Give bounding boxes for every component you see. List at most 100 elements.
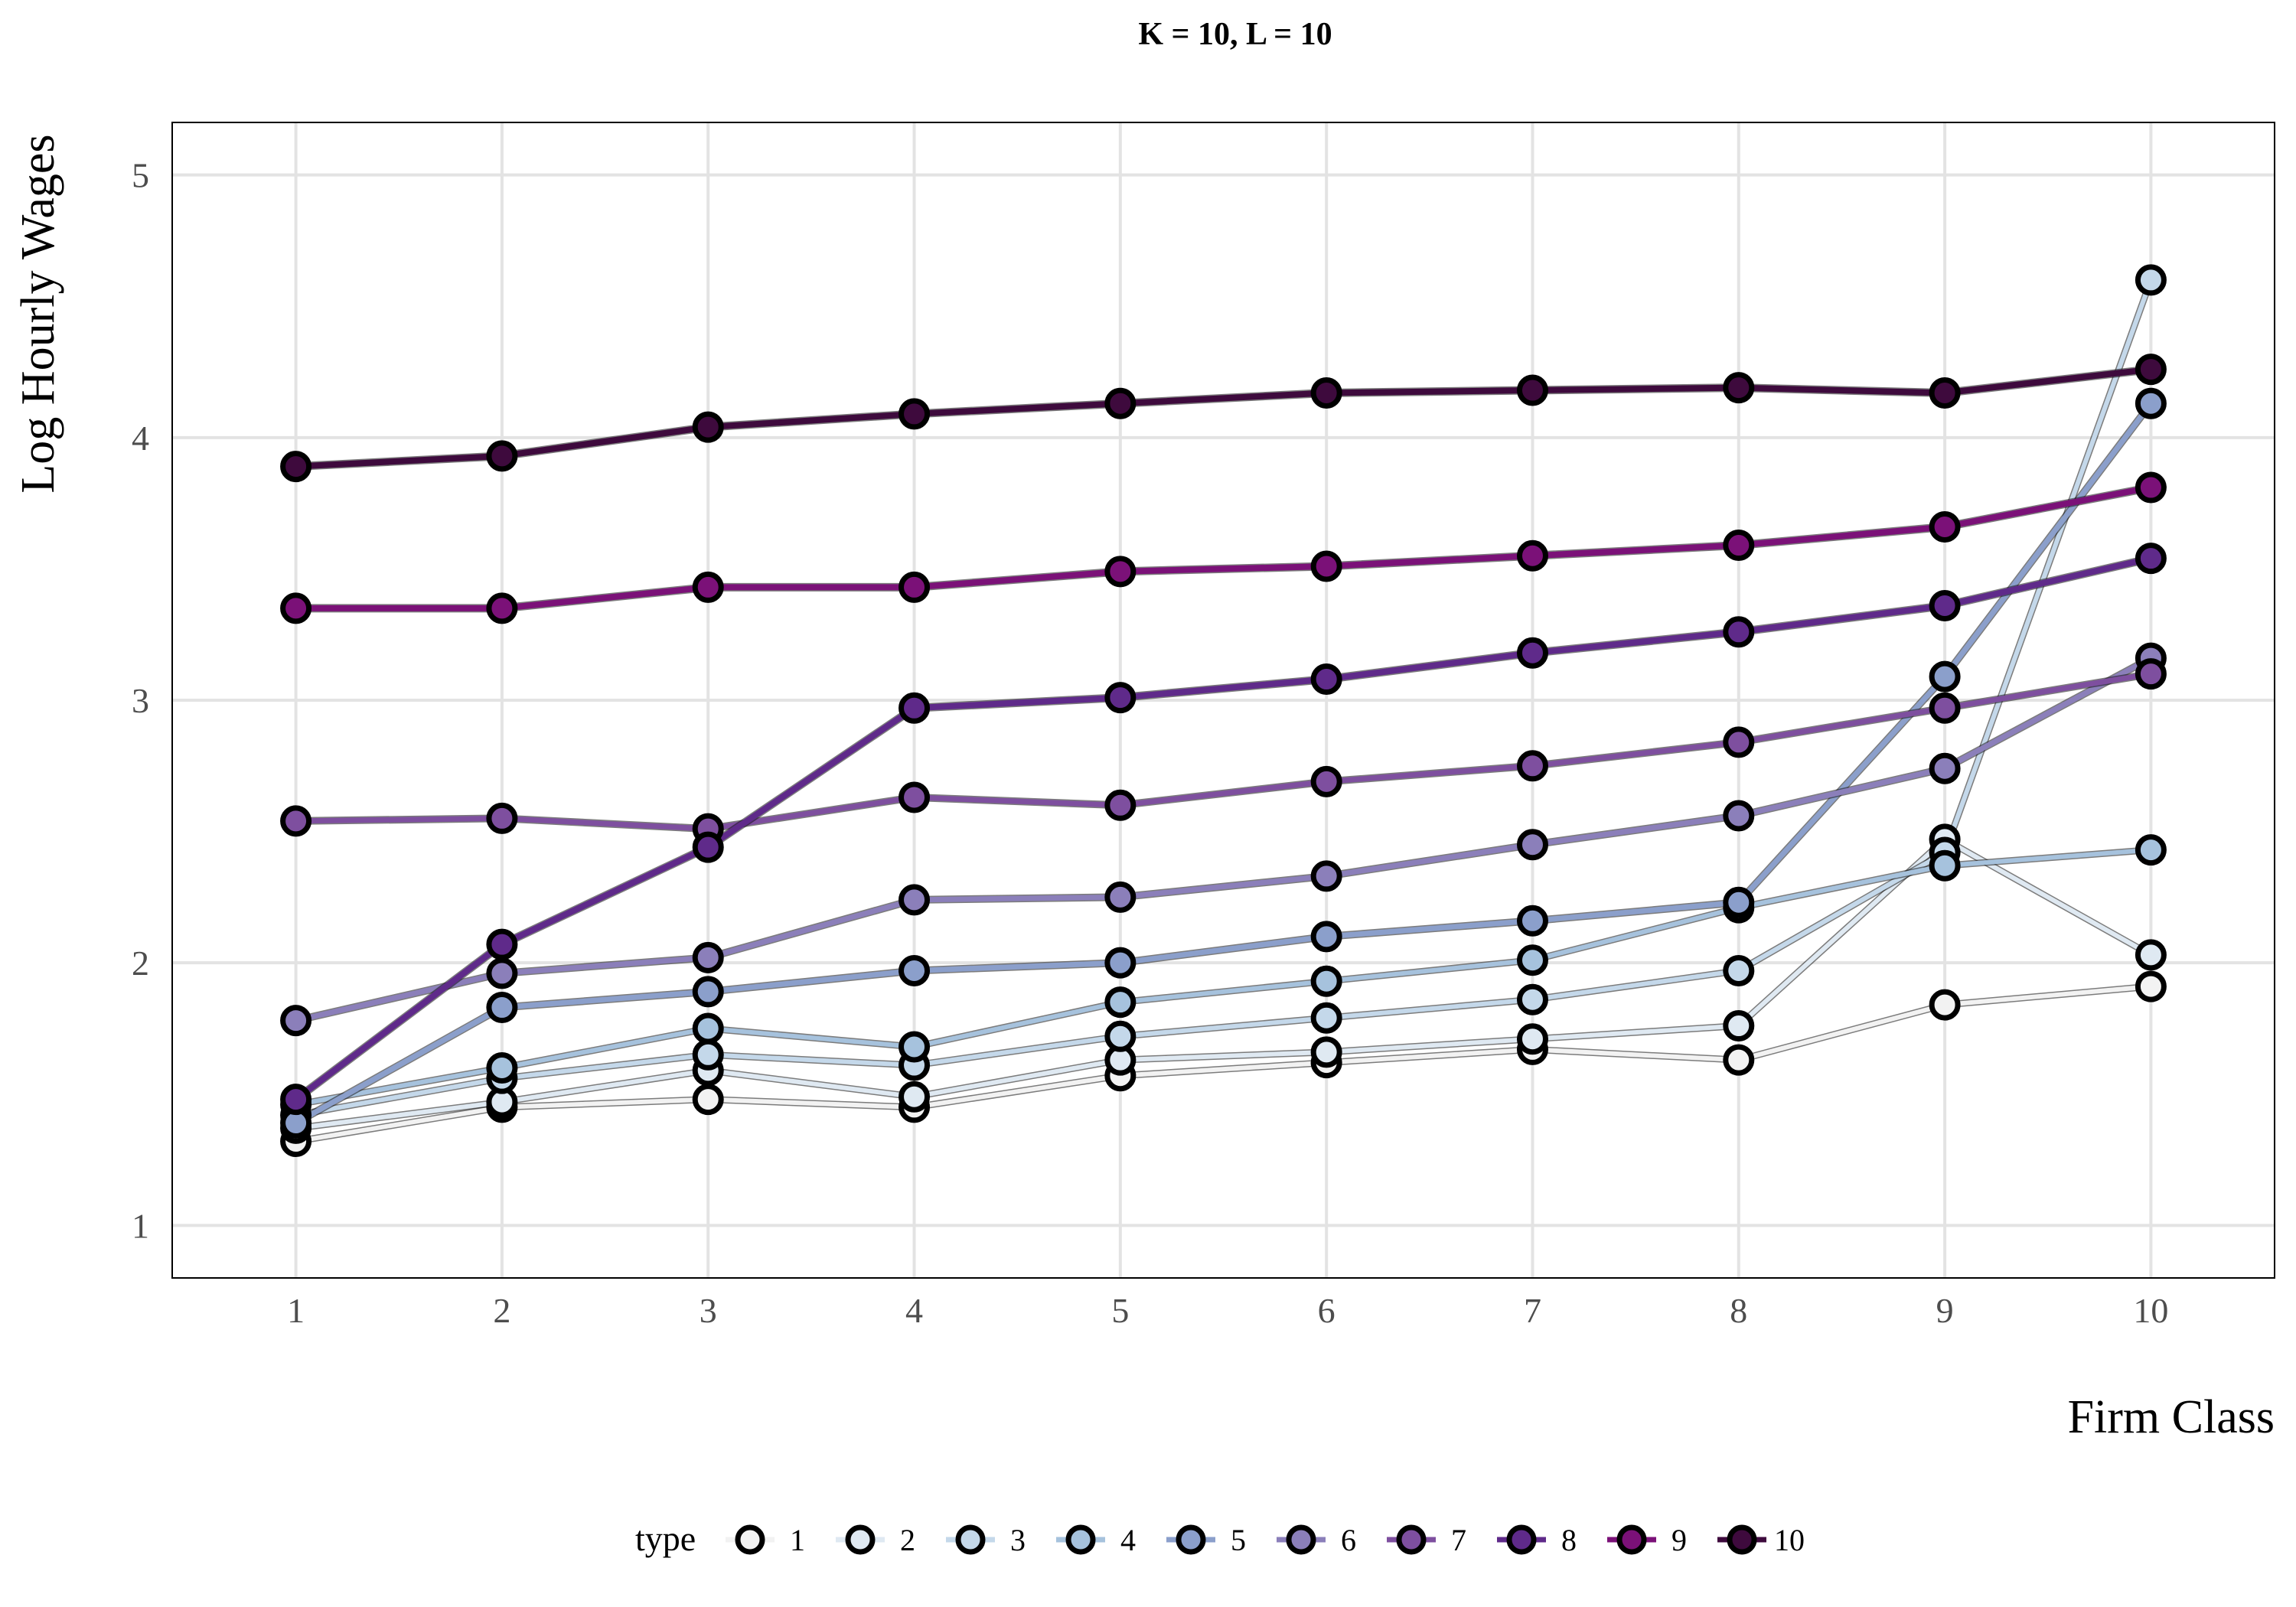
series-points-type-10 [280,354,2167,483]
data-point [1929,752,1961,784]
data-point [2135,543,2167,575]
data-point [1723,1010,1755,1042]
data-point [2135,264,2167,296]
data-point [1310,550,1342,582]
legend-key-point [955,1524,986,1555]
data-point [692,1084,724,1116]
series-points-type-2 [280,823,2167,1144]
data-point [1104,986,1137,1019]
data-point [899,781,931,813]
legend-title: type [635,1519,696,1558]
data-point [1104,789,1137,821]
legend-item-8: 8 [1497,1523,1577,1557]
data-point [1929,376,1961,409]
x-tick-label: 10 [2133,1291,2168,1330]
data-point [1310,1036,1342,1068]
series-type-6 [295,654,2153,1025]
series-line-casing [295,483,2152,613]
series-type-9 [295,483,2152,613]
series-type-5 [294,401,2154,1126]
plot-panel-border [171,122,2275,1279]
y-tick-label: 5 [132,156,149,195]
data-point [692,941,724,973]
series-line-casing [293,554,2152,1103]
legend-item-9: 9 [1607,1523,1687,1557]
legend-item-5: 5 [1166,1523,1246,1557]
data-point [1516,829,1548,861]
x-tick-label: 4 [905,1291,923,1330]
data-point [1516,637,1548,669]
x-tick-label: 2 [493,1291,510,1330]
series-type-8 [293,554,2152,1103]
data-point [486,592,518,624]
series-type-3 [295,279,2154,1119]
data-point [1723,530,1755,562]
data-point [692,411,724,443]
data-point [1104,1020,1137,1052]
y-tick-label: 4 [132,419,149,458]
data-point [486,802,518,834]
data-point [899,884,931,916]
data-point [280,1084,312,1116]
series-type-10 [295,365,2152,471]
data-point [1104,387,1137,419]
data-point [692,571,724,603]
series-points-type-7 [280,658,2167,845]
series-line [294,555,2152,1102]
legend-item-7: 7 [1387,1523,1466,1557]
legend-item-3: 3 [946,1523,1026,1557]
data-point [899,1031,931,1063]
legend-item-2: 2 [836,1523,915,1557]
data-point [1516,539,1548,572]
legend-label: 3 [1010,1523,1026,1557]
data-point [692,1012,724,1045]
data-point [2135,387,2167,419]
x-tick-label: 8 [1730,1291,1747,1330]
data-point [1516,944,1548,976]
data-point [692,831,724,863]
data-point [1723,616,1755,648]
series-points-type-5 [280,387,2167,1139]
chart-title: K = 10, L = 10 [1138,17,1332,52]
x-tick-label: 9 [1936,1291,1954,1330]
legend-key-point [845,1524,876,1555]
legend-label: 8 [1561,1523,1577,1557]
data-point [280,592,312,624]
legend-key-point [1506,1524,1537,1555]
y-axis-label: Log Hourly Wages [12,134,64,493]
legend-label: 4 [1120,1523,1136,1557]
series-line-casing [295,365,2152,471]
legend-key-point [1286,1524,1316,1555]
data-point [1516,983,1548,1015]
data-point [1929,692,1961,724]
data-point [2135,354,2167,386]
legend-item-10: 10 [1717,1523,1805,1557]
data-point [486,992,518,1024]
series-type-2 [295,836,2153,1132]
series-line [295,836,2152,1131]
x-tick-label: 6 [1318,1291,1336,1330]
y-tick-label: 2 [132,944,149,983]
series-points-type-8 [280,543,2167,1116]
data-point [1723,886,1755,918]
data-point [1310,1002,1342,1034]
legend-item-4: 4 [1056,1523,1136,1557]
series-line [294,402,2154,1126]
series-line-casing [295,983,2151,1145]
legend-key-point [1727,1524,1757,1555]
legend-label: 2 [900,1523,915,1557]
legend-label: 1 [790,1523,805,1557]
data-point [2135,658,2167,690]
series-line [295,366,2151,470]
x-tick-label: 3 [700,1291,717,1330]
legend-item-6: 6 [1277,1523,1356,1557]
series-line [295,279,2154,1118]
series-line [295,671,2151,832]
series-layer [280,264,2167,1158]
series-points-type-6 [280,642,2167,1037]
data-point [486,1051,518,1084]
legend-key-point [1065,1524,1096,1555]
data-point [1310,921,1342,953]
legend-key-point [1616,1524,1647,1555]
